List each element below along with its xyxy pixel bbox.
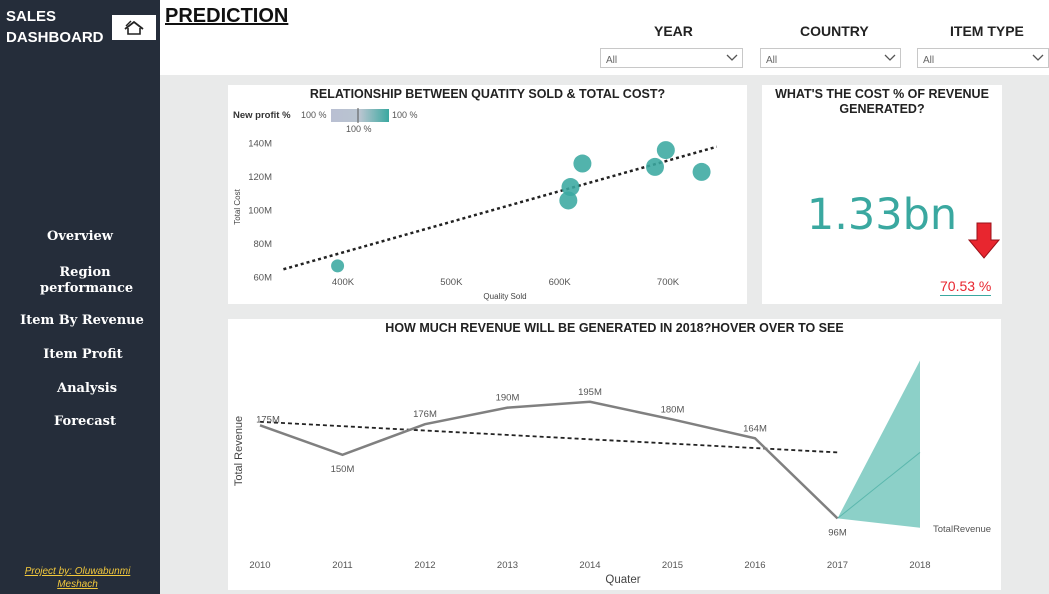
x-tick-label: 2016 — [744, 560, 765, 571]
brand-title: SALES DASHBOARD — [6, 8, 104, 46]
x-tick-label: 500K — [440, 277, 463, 288]
scatter-chart-card[interactable]: RELATIONSHIP BETWEEN QUATITY SOLD & TOTA… — [228, 85, 747, 304]
item-type-filter-label: ITEM TYPE — [950, 23, 1024, 39]
country-filter-dropdown[interactable]: All — [760, 48, 901, 68]
data-label: 176M — [413, 409, 437, 420]
chevron-down-icon — [884, 54, 896, 61]
x-tick-label: 400K — [332, 277, 355, 288]
legend-mid-label: 100 % — [346, 124, 372, 134]
x-tick-label: 2013 — [497, 560, 518, 571]
x-tick-label: 2014 — [579, 560, 600, 571]
y-axis-title: Total Revenue — [233, 416, 245, 486]
scatter-point — [646, 157, 664, 176]
scatter-point — [692, 162, 711, 181]
scatter-chart-title: RELATIONSHIP BETWEEN QUATITY SOLD & TOTA… — [309, 87, 666, 101]
scatter-point — [573, 154, 592, 173]
forecast-chart-card[interactable]: HOW MUCH REVENUE WILL BE GENERATED IN 20… — [228, 319, 1001, 590]
x-tick-label: 2018 — [909, 560, 930, 571]
home-button[interactable] — [112, 15, 156, 40]
y-tick-label: 100M — [248, 206, 272, 217]
x-tick-label: 700K — [657, 277, 680, 288]
kpi-value: 1.33bn — [806, 190, 958, 240]
series-name-label: TotalRevenue — [933, 524, 991, 535]
nav-overview[interactable]: Overview — [47, 229, 113, 244]
scatter-point — [561, 178, 580, 197]
y-tick-label: 80M — [254, 239, 273, 250]
x-tick-label: 2011 — [332, 560, 352, 571]
y-tick-label: 60M — [254, 273, 273, 284]
scatter-point — [331, 259, 345, 273]
data-label: 180M — [661, 404, 685, 415]
year-filter-value: All — [606, 55, 618, 66]
nav-region-performance[interactable]: Region performance — [40, 265, 134, 296]
data-label: 96M — [828, 527, 847, 538]
kpi-title: WHAT'S THE COST % OF REVENUE GENERATED? — [775, 87, 989, 116]
y-axis-title: Total Cost — [233, 188, 242, 224]
scatter-point — [559, 191, 578, 210]
down-arrow-icon — [968, 222, 1000, 259]
forecast-line-chart[interactable]: 175M 150M 176M 190M 195M 180M 164M 96M TotalReve… — [228, 319, 1001, 590]
forecast-line — [837, 452, 921, 519]
data-label: 190M — [496, 393, 520, 404]
nav-item-profit[interactable]: Item Profit — [43, 347, 123, 362]
nav-item-by-revenue[interactable]: Item By Revenue — [20, 313, 144, 328]
forecast-confidence-band — [837, 360, 920, 528]
x-tick-label: 2017 — [827, 560, 848, 571]
x-tick-label: 2010 — [249, 560, 270, 571]
y-tick-label: 140M — [248, 138, 272, 149]
x-tick-label: 600K — [549, 277, 572, 288]
x-tick-label: 2012 — [414, 560, 435, 571]
nav-forecast[interactable]: Forecast — [54, 414, 116, 429]
scatter-point — [656, 141, 675, 160]
revenue-series-line — [259, 400, 839, 520]
legend-max-label: 100 % — [392, 110, 418, 120]
chevron-down-icon — [726, 54, 738, 61]
sidebar: SALES DASHBOARD Overview Region performa… — [0, 0, 160, 594]
home-icon — [124, 20, 144, 35]
data-label: 175M — [256, 414, 280, 425]
year-filter-label: YEAR — [654, 23, 693, 39]
data-label: 150M — [331, 464, 355, 475]
legend-gradient-bar — [331, 109, 389, 122]
kpi-sub-value: 70.53 % — [940, 278, 992, 296]
country-filter-value: All — [766, 55, 778, 66]
legend-min-label: 100 % — [301, 110, 327, 120]
data-label: 195M — [578, 387, 602, 398]
item-type-filter-value: All — [923, 55, 935, 66]
item-type-filter-dropdown[interactable]: All — [917, 48, 1049, 68]
y-tick-label: 120M — [248, 172, 272, 183]
nav-analysis[interactable]: Analysis — [56, 381, 118, 396]
x-axis-title: Quality Sold — [483, 292, 526, 301]
revenue-trend-line — [259, 420, 838, 454]
country-filter-label: COUNTRY — [800, 23, 869, 39]
year-filter-dropdown[interactable]: All — [600, 48, 743, 68]
page-title: PREDICTION — [165, 5, 289, 27]
chevron-down-icon — [1032, 54, 1044, 61]
forecast-chart-title: HOW MUCH REVENUE WILL BE GENERATED IN 20… — [385, 321, 844, 335]
kpi-card[interactable]: WHAT'S THE COST % OF REVENUE GENERATED? … — [762, 85, 1002, 304]
data-label: 164M — [743, 423, 767, 434]
x-tick-label: 2015 — [662, 560, 683, 571]
scatter-chart[interactable]: New profit % 100 % 100 % 100 % 60M 80M 100… — [228, 85, 747, 304]
x-axis-title: Quater — [605, 574, 640, 586]
project-credit-link[interactable]: Project by: Oluwabunmi Meshach — [24, 566, 131, 590]
legend-title: New profit % — [233, 110, 291, 121]
